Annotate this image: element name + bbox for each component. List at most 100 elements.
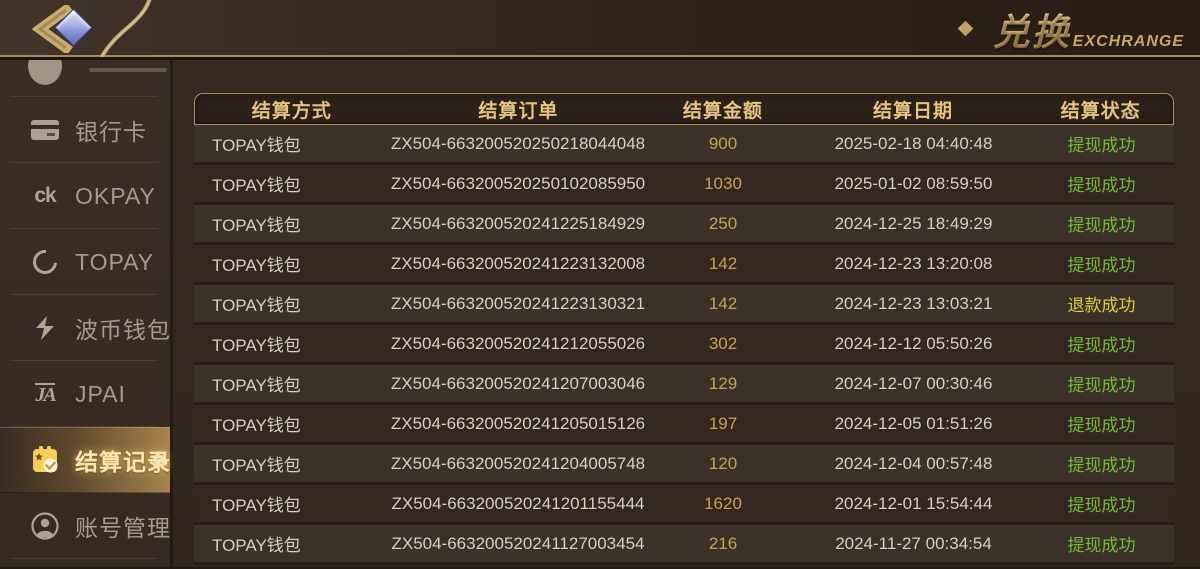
sidebar-label: JPAI bbox=[75, 380, 126, 407]
sidebar-item-partial[interactable] bbox=[0, 57, 170, 97]
cell-date: 2024-11-27 00:34:54 bbox=[835, 533, 992, 553]
cell-order: ZX504-663200520250102085950 bbox=[390, 173, 646, 193]
payment-sidebar: 银行卡 ck OKPAY TOPAY bbox=[0, 57, 173, 567]
bank-card-icon bbox=[28, 119, 62, 141]
cell-date: 2024-12-01 15:54:44 bbox=[834, 493, 993, 513]
cell-method: TOPAY钱包 bbox=[212, 176, 301, 195]
cell-date: 2024-12-23 13:03:21 bbox=[834, 293, 993, 313]
cell-method: TOPAY钱包 bbox=[212, 376, 301, 395]
cell-date: 2025-02-18 04:40:48 bbox=[834, 133, 993, 153]
cell-amount: 142 bbox=[708, 253, 738, 273]
cell-method: TOPAY钱包 bbox=[212, 536, 301, 555]
sidebar-item-boba-wallet[interactable]: 波币钱包 bbox=[0, 295, 170, 361]
table-row: TOPAY钱包 ZX504-663200520241212055026 302 202… bbox=[194, 325, 1174, 365]
cell-amount: 250 bbox=[708, 213, 738, 233]
cell-method: TOPAY钱包 bbox=[212, 456, 301, 475]
header-method: 结算方式 bbox=[251, 100, 332, 122]
cell-method: TOPAY钱包 bbox=[212, 296, 301, 315]
cell-method: TOPAY钱包 bbox=[212, 216, 301, 235]
cell-amount: 120 bbox=[708, 453, 738, 473]
cell-status: 提现成功 bbox=[1067, 136, 1136, 155]
cell-method: TOPAY钱包 bbox=[212, 496, 301, 515]
person-circle-icon bbox=[28, 512, 62, 540]
cell-status: 提现成功 bbox=[1067, 256, 1136, 275]
cell-date: 2024-12-25 18:49:29 bbox=[834, 213, 993, 233]
active-item-arrow-icon: « bbox=[151, 441, 168, 475]
table-row: TOPAY钱包 ZX504-663200520241127003454 216 202… bbox=[194, 525, 1174, 565]
cell-status: 提现成功 bbox=[1067, 536, 1136, 555]
table-row: TOPAY钱包 ZX504-663200520241223132008 142 202… bbox=[194, 245, 1174, 285]
partial-label bbox=[89, 68, 167, 72]
table-body: TOPAY钱包 ZX504-663200520250218044048 900 202… bbox=[194, 125, 1174, 565]
table-header-row: 结算方式 结算订单 结算金额 结算日期 结算状态 bbox=[194, 93, 1174, 125]
sidebar-item-account-management[interactable]: 账号管理 bbox=[0, 493, 170, 559]
sidebar-label: 波币钱包 bbox=[75, 317, 171, 343]
page-body: 银行卡 ck OKPAY TOPAY bbox=[0, 57, 1200, 567]
sidebar-label: OKPAY bbox=[75, 182, 156, 209]
page-title-en: EXCHRANGE bbox=[1072, 33, 1184, 50]
header-date: 结算日期 bbox=[873, 100, 954, 122]
cell-status: 退款成功 bbox=[1067, 296, 1136, 315]
table-row: TOPAY钱包 ZX504-663200520241201155444 1620 20… bbox=[194, 485, 1174, 525]
cell-order: ZX504-663200520241223130321 bbox=[390, 293, 646, 313]
cell-order: ZX504-663200520241225184929 bbox=[390, 213, 646, 233]
cell-amount: 129 bbox=[708, 373, 738, 393]
cell-amount: 900 bbox=[708, 133, 738, 153]
cell-status: 提现成功 bbox=[1067, 176, 1136, 195]
cell-date: 2025-01-02 08:59:50 bbox=[834, 173, 993, 193]
cell-order: ZX504-663200520241207003046 bbox=[390, 373, 646, 393]
sidebar-item-okpay[interactable]: ck OKPAY bbox=[0, 163, 170, 229]
cell-date: 2024-12-05 01:51:26 bbox=[834, 413, 993, 433]
table-row: TOPAY钱包 ZX504-663200520241204005748 120 202… bbox=[194, 445, 1174, 485]
table-row: TOPAY钱包 ZX504-663200520241205015126 197 202… bbox=[194, 405, 1174, 445]
cell-date: 2024-12-04 00:57:48 bbox=[834, 453, 993, 473]
cell-method: TOPAY钱包 bbox=[212, 136, 301, 155]
main-content: 结算方式 结算订单 结算金额 结算日期 结算状态 TOPAY钱包 ZX504-66… bbox=[173, 57, 1200, 567]
cell-amount: 216 bbox=[708, 533, 738, 553]
header-order: 结算订单 bbox=[478, 100, 559, 122]
cell-order: ZX504-663200520241212055026 bbox=[390, 333, 646, 353]
table-row: TOPAY钱包 ZX504-663200520250102085950 1030 20… bbox=[194, 165, 1174, 205]
cell-amount: 302 bbox=[708, 333, 738, 353]
back-button[interactable] bbox=[26, 2, 112, 54]
top-bar: 兑换 EXCHRANGE bbox=[0, 0, 1200, 57]
cell-status: 提现成功 bbox=[1067, 416, 1136, 435]
cell-order: ZX504-663200520250218044048 bbox=[390, 133, 646, 153]
cell-amount: 1030 bbox=[704, 173, 742, 193]
sidebar-label: 结算记录 bbox=[75, 449, 171, 475]
okpay-ck-icon: ck bbox=[34, 184, 56, 207]
sidebar-item-jpai[interactable]: JA JPAI bbox=[0, 361, 170, 427]
sidebar-item-topay[interactable]: TOPAY bbox=[0, 229, 170, 295]
settlement-table: 结算方式 结算订单 结算金额 结算日期 结算状态 TOPAY钱包 ZX504-66… bbox=[194, 93, 1174, 565]
cell-order: ZX504-663200520241205015126 bbox=[390, 413, 646, 433]
page-title: 兑换 EXCHRANGE bbox=[957, 0, 1186, 57]
jpai-monogram-icon: JA bbox=[35, 382, 57, 406]
lightning-bolt-icon bbox=[28, 315, 62, 341]
cell-order: ZX504-663200520241201155444 bbox=[391, 493, 645, 513]
clipboard-check-icon bbox=[28, 445, 62, 475]
topay-swoosh-icon bbox=[28, 245, 62, 279]
cell-status: 提现成功 bbox=[1067, 496, 1136, 515]
cell-status: 提现成功 bbox=[1067, 336, 1136, 355]
header-status: 结算状态 bbox=[1060, 100, 1141, 122]
sidebar-item-settlement-records[interactable]: 结算记录 « bbox=[0, 427, 170, 493]
cell-date: 2024-12-23 13:20:08 bbox=[834, 253, 993, 273]
page-title-cn: 兑换 bbox=[993, 2, 1071, 56]
table-row: TOPAY钱包 ZX504-663200520250218044048 900 202… bbox=[194, 125, 1174, 165]
table-row: TOPAY钱包 ZX504-663200520241225184929 250 202… bbox=[194, 205, 1174, 245]
cell-order: ZX504-663200520241223132008 bbox=[390, 253, 646, 273]
sidebar-item-bank-card[interactable]: 银行卡 bbox=[0, 97, 170, 163]
sidebar-label: 账号管理 bbox=[75, 515, 171, 541]
diamond-bullet-icon bbox=[957, 20, 974, 37]
cell-order: ZX504-663200520241204005748 bbox=[390, 453, 646, 473]
back-arrow-icon bbox=[31, 5, 73, 53]
cell-date: 2024-12-12 05:50:26 bbox=[834, 333, 993, 353]
cell-method: TOPAY钱包 bbox=[212, 336, 301, 355]
cell-method: TOPAY钱包 bbox=[212, 416, 301, 435]
table-row: TOPAY钱包 ZX504-663200520241207003046 129 202… bbox=[194, 365, 1174, 405]
cell-amount: 197 bbox=[708, 413, 738, 433]
header-amount: 结算金额 bbox=[682, 100, 763, 122]
sidebar-label: 银行卡 bbox=[75, 119, 147, 145]
cell-method: TOPAY钱包 bbox=[212, 256, 301, 275]
